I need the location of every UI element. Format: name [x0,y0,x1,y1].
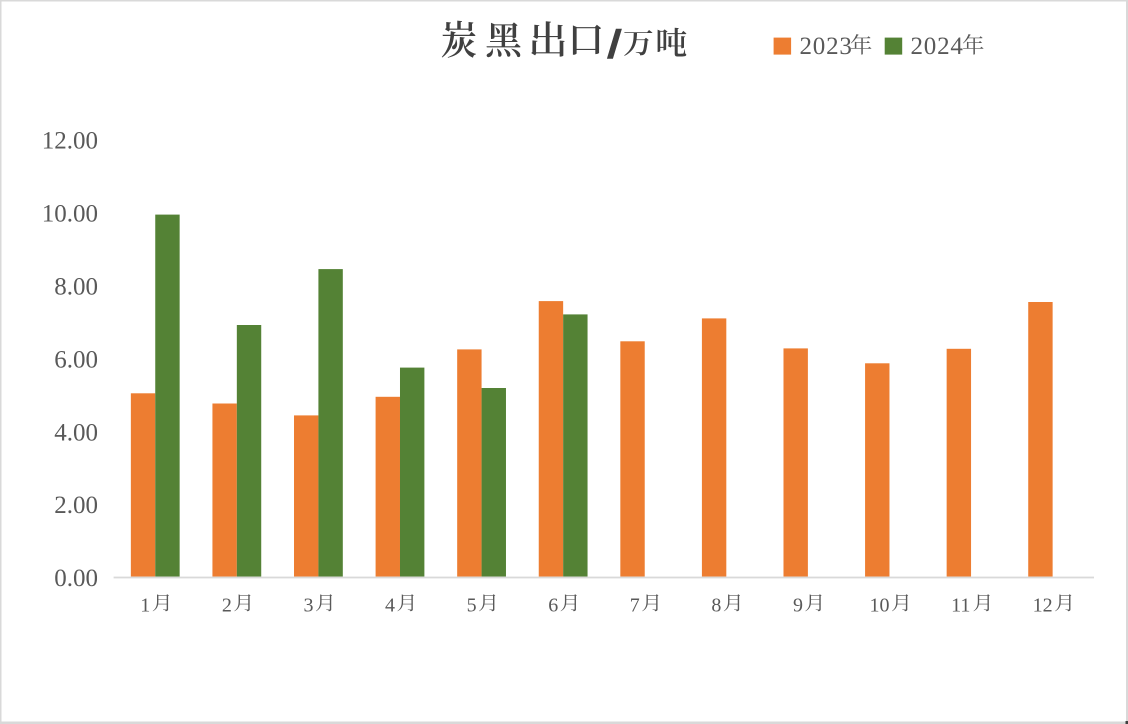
svg-text:8: 8 [711,595,721,617]
svg-text:2.00: 2.00 [54,492,98,519]
svg-text:6: 6 [548,595,558,617]
svg-text:1: 1 [140,595,150,617]
svg-text:0.00: 0.00 [54,565,98,592]
svg-text:2023: 2023 [800,33,853,60]
svg-text:10: 10 [870,595,890,617]
svg-text:6.00: 6.00 [54,346,98,373]
svg-text:11: 11 [951,595,970,617]
svg-text:2: 2 [222,595,232,617]
svg-text:4: 4 [385,595,395,617]
svg-text:12: 12 [1033,595,1053,617]
svg-text:3: 3 [303,595,313,617]
svg-text:4.00: 4.00 [54,419,98,446]
svg-text:8.00: 8.00 [54,273,98,300]
svg-text:5: 5 [467,595,477,617]
svg-text:7: 7 [630,595,640,617]
svg-text:10.00: 10.00 [42,200,98,227]
svg-text:9: 9 [793,595,803,617]
svg-text:12.00: 12.00 [42,127,98,154]
svg-text:2024: 2024 [911,33,964,60]
